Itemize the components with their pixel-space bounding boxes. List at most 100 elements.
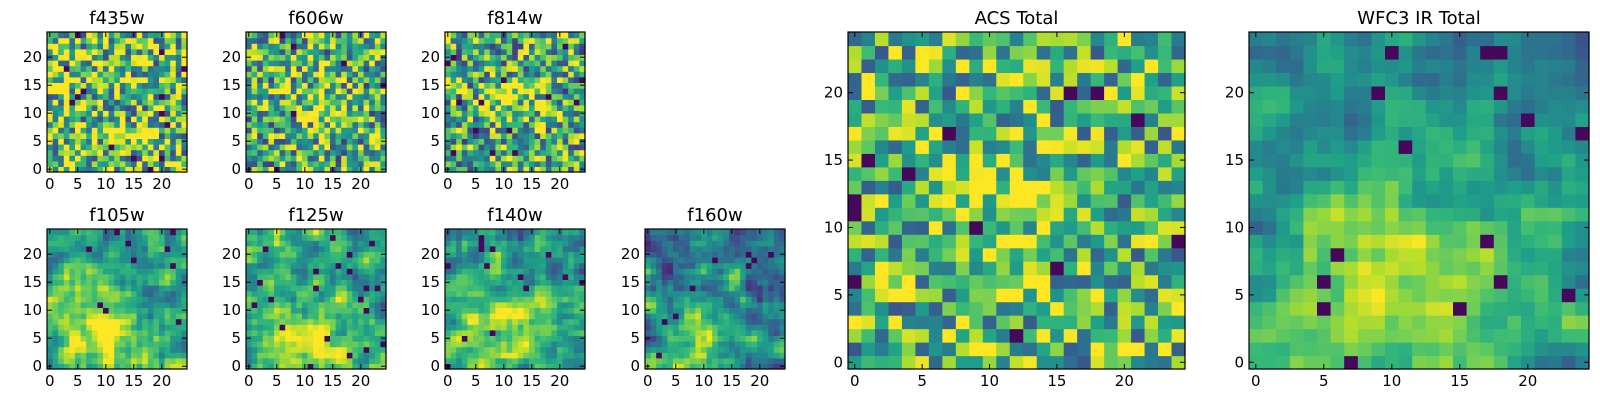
- heatmap-cell: [701, 318, 708, 325]
- heatmap-cell: [358, 121, 365, 128]
- heatmap-cell: [723, 257, 730, 264]
- heatmap-cell: [103, 155, 110, 162]
- heatmap-cell: [335, 32, 342, 39]
- heatmap-cell: [467, 324, 474, 331]
- heatmap-cell: [568, 99, 575, 106]
- heatmap-cell: [562, 313, 569, 320]
- heatmap-cell: [723, 335, 730, 342]
- heatmap-cell: [467, 273, 474, 280]
- heatmap-cell: [456, 273, 463, 280]
- heatmap-cell: [313, 82, 320, 89]
- heatmap-cell: [579, 240, 586, 247]
- heatmap-cell: [1144, 234, 1159, 249]
- heatmap-cell: [251, 318, 258, 325]
- heatmap-cell: [717, 268, 724, 275]
- heatmap-cell: [1158, 301, 1173, 316]
- heatmap-cell: [650, 268, 657, 275]
- heatmap-cell: [164, 262, 171, 269]
- heatmap-cell: [296, 341, 303, 348]
- heatmap-cell: [159, 88, 166, 95]
- heatmap-cell: [450, 341, 457, 348]
- heatmap-cell: [573, 262, 580, 269]
- heatmap-cell: [363, 116, 370, 123]
- heatmap-cell: [773, 341, 780, 348]
- heatmap-cell: [888, 274, 903, 289]
- heatmap-cell: [324, 166, 331, 173]
- heatmap-cell: [484, 132, 491, 139]
- heatmap-cell: [341, 307, 348, 314]
- heatmap-cell: [456, 43, 463, 50]
- heatmap-cell: [523, 268, 530, 275]
- heatmap-cell: [318, 93, 325, 100]
- heatmap-cell: [374, 127, 381, 134]
- heatmap-cell: [80, 43, 87, 50]
- heatmap-cell: [296, 32, 303, 39]
- heatmap-cell: [540, 138, 547, 145]
- heatmap-cell: [268, 37, 275, 44]
- heatmap-cell: [335, 318, 342, 325]
- heatmap-cell: [374, 240, 381, 247]
- heatmap-cell: [573, 279, 580, 286]
- heatmap-cell: [1077, 261, 1092, 276]
- heatmap-cell: [1131, 328, 1146, 343]
- heatmap-cell: [75, 144, 82, 151]
- heatmap-cell: [285, 166, 292, 173]
- heatmap-cell: [551, 104, 558, 111]
- heatmap-cell: [467, 279, 474, 286]
- heatmap-cell: [103, 240, 110, 247]
- heatmap-cell: [164, 251, 171, 258]
- heatmap-cell: [489, 324, 496, 331]
- heatmap-cell: [517, 48, 524, 55]
- heatmap-cell: [545, 318, 552, 325]
- heatmap-cell: [108, 138, 115, 145]
- heatmap-cell: [534, 352, 541, 359]
- heatmap-cell: [341, 93, 348, 100]
- heatmap-cell: [358, 346, 365, 353]
- heatmap-cell: [773, 352, 780, 359]
- heatmap-cell: [318, 110, 325, 117]
- heatmap-cell: [501, 149, 508, 156]
- heatmap-cell: [136, 99, 143, 106]
- heatmap-cell: [512, 234, 519, 241]
- heatmap-cell: [540, 363, 547, 370]
- heatmap-cell: [346, 99, 353, 106]
- heatmap-cell: [114, 335, 121, 342]
- heatmap-cell: [63, 251, 70, 258]
- heatmap-cell: [729, 268, 736, 275]
- heatmap-cell: [1090, 261, 1105, 276]
- heatmap-cell: [540, 48, 547, 55]
- heatmap-cell: [489, 290, 496, 297]
- heatmap-cell: [285, 99, 292, 106]
- heatmap-cell: [153, 43, 160, 50]
- heatmap-cell: [478, 65, 485, 72]
- heatmap-cell: [380, 116, 387, 123]
- heatmap-cell: [153, 251, 160, 258]
- heatmap-cell: [290, 318, 297, 325]
- heatmap-cell: [768, 307, 775, 314]
- heatmap-cell: [540, 296, 547, 303]
- heatmap-cell: [512, 48, 519, 55]
- heatmap-cell: [551, 262, 558, 269]
- heatmap-cell: [164, 273, 171, 280]
- heatmap-cell: [467, 307, 474, 314]
- heatmap-cell: [147, 116, 154, 123]
- heatmap-cell: [175, 245, 182, 252]
- heatmap-cell: [285, 318, 292, 325]
- heatmap-cell: [147, 32, 154, 39]
- heatmap-cell: [58, 318, 65, 325]
- heatmap-cell: [996, 220, 1011, 235]
- heatmap-cell: [545, 307, 552, 314]
- heatmap-cell: [363, 318, 370, 325]
- heatmap-cell: [551, 346, 558, 353]
- heatmap-cell: [461, 245, 468, 252]
- heatmap-cell: [529, 290, 536, 297]
- heatmap-cell: [380, 127, 387, 134]
- heatmap-cell: [467, 257, 474, 264]
- heatmap-cell: [125, 60, 132, 67]
- heatmap-cell: [982, 288, 997, 303]
- heatmap-cell: [650, 313, 657, 320]
- heatmap-cell: [380, 341, 387, 348]
- heatmap-cell: [656, 245, 663, 252]
- heatmap-cell: [274, 273, 281, 280]
- heatmap-cell: [153, 110, 160, 117]
